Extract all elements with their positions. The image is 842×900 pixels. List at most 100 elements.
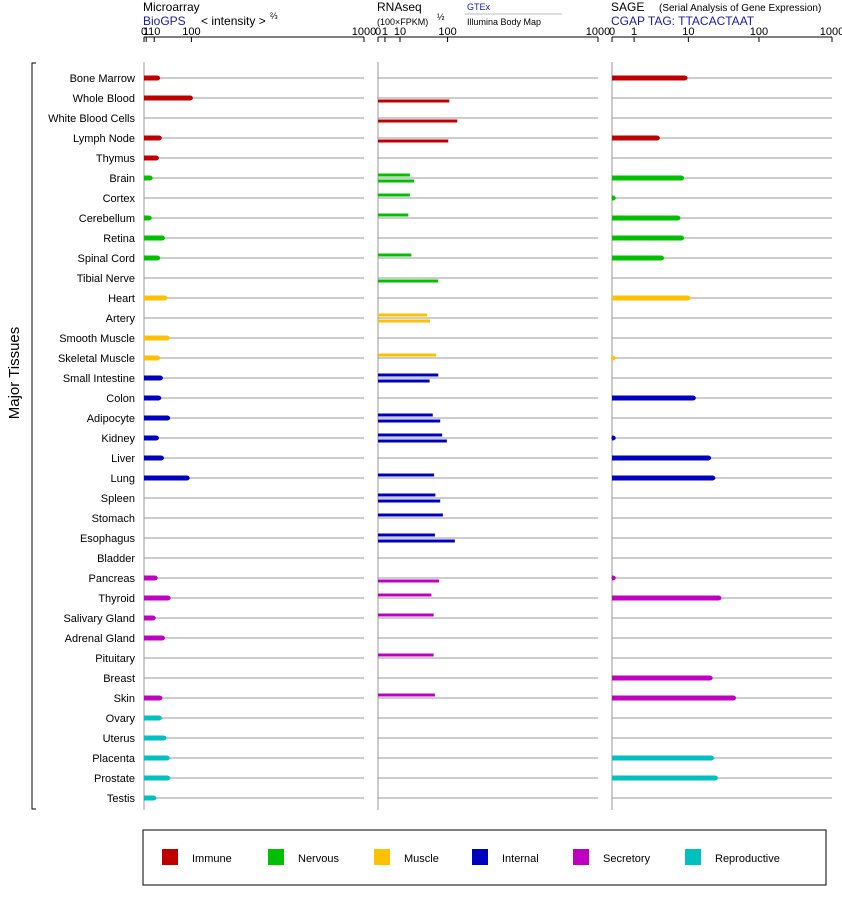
bar-end-cap [153, 575, 158, 581]
bar-end-cap [151, 615, 156, 621]
tissue-labels: Bone Marrow Whole Blood White Blood Cells L… [48, 73, 136, 805]
tissue-label: Breast [103, 673, 135, 685]
tissue-label: Liver [111, 453, 135, 465]
bar-end-cap [147, 215, 152, 221]
tissue-label: White Blood Cells [48, 113, 135, 125]
x-tick-label: 1000 [352, 26, 376, 38]
bar-end-cap [711, 475, 716, 481]
bar-end-cap [156, 395, 162, 401]
bar-end-cap [185, 475, 190, 481]
x-tick-label: 10 [394, 26, 406, 38]
tissue-label: Spleen [101, 493, 135, 505]
legend-label-reproductive: Reproductive [715, 853, 780, 865]
tissue-label: Small Intestine [63, 373, 135, 385]
legend-swatch-internal [472, 849, 488, 865]
legend-swatch-immune [162, 849, 178, 865]
x-tick-label: 1000 [586, 26, 610, 38]
bar-end-cap [154, 155, 159, 161]
bar-end-cap [152, 795, 157, 801]
bar-end-cap [157, 135, 162, 141]
bar-end-cap [611, 195, 616, 201]
tissue-label: Cortex [103, 193, 136, 205]
sage-header: SAGE (Serial Analysis of Gene Expression… [611, 0, 821, 28]
legend-label-immune: Immune [192, 853, 232, 865]
bar-end-cap [163, 295, 168, 301]
bar-end-cap [160, 235, 166, 241]
sage-tag: CGAP TAG: TTACACTAAT [611, 14, 755, 28]
tissue-label: Adipocyte [87, 413, 135, 425]
tissue-label: Artery [106, 313, 136, 325]
tissue-label: Placenta [92, 753, 136, 765]
tissue-label: Spinal Cord [78, 253, 135, 265]
rnaseq-header: RNAseq (100×FPKM) ½ GTEx Illumina Body M… [377, 0, 562, 27]
tissue-label: Lymph Node [73, 133, 135, 145]
tissue-label: Salivary Gland [63, 613, 135, 625]
bar-end-cap [148, 175, 153, 181]
tissue-label: Skin [114, 693, 135, 705]
bar-end-cap [679, 235, 685, 241]
bar-end-cap [731, 695, 737, 701]
tissue-label: Thyroid [98, 593, 135, 605]
bar-end-cap [155, 255, 161, 261]
rnaseq-title: RNAseq [377, 0, 422, 14]
tissue-label: Lung [111, 473, 135, 485]
tissue-label: Pituitary [95, 653, 135, 665]
bar-end-cap [686, 295, 691, 301]
x-tick-label: 10 [682, 26, 694, 38]
legend: Immune Nervous Muscle Internal Secretory Repr… [162, 849, 780, 865]
tissue-label: Heart [108, 293, 135, 305]
tissue-label: Cerebellum [79, 213, 135, 225]
legend-swatch-muscle [374, 849, 390, 865]
tissue-label: Pancreas [89, 573, 136, 585]
tissue-label: Kidney [101, 433, 135, 445]
bar-end-cap [154, 435, 159, 441]
microarray-source: BioGPS [143, 14, 186, 28]
bar-end-cap [611, 355, 616, 361]
legend-swatch-nervous [268, 849, 284, 865]
legend-swatch-reproductive [685, 849, 701, 865]
tissue-label: Colon [106, 393, 135, 405]
x-tick-label: 0 [375, 26, 381, 38]
tissue-label: Testis [107, 793, 136, 805]
bar-end-cap [155, 355, 161, 361]
microarray-header: Microarray BioGPS < intensity > ⅔ [143, 0, 278, 28]
bar-end-cap [611, 575, 616, 581]
bar-end-cap [709, 755, 715, 761]
x-tick-label: 1 [631, 26, 637, 38]
bar-end-cap [162, 735, 167, 741]
tissue-label: Skeletal Muscle [58, 353, 135, 365]
y-axis-bracket [31, 62, 36, 810]
microarray-unit: < intensity > [201, 14, 266, 28]
panel-2: 0 1 10 100 1000 [609, 26, 842, 810]
x-tick-label: 1000 [820, 26, 842, 38]
tissue-label: Prostate [94, 773, 135, 785]
legend-label-nervous: Nervous [298, 853, 339, 865]
rnaseq-source-bodymap: Illumina Body Map [467, 17, 541, 27]
tissue-label: Whole Blood [73, 93, 135, 105]
x-tick-label: 1 [143, 26, 149, 38]
tissue-label: Ovary [106, 713, 136, 725]
bar-end-cap [713, 775, 718, 781]
tissue-label: Bone Marrow [70, 73, 135, 85]
x-tick-label: 1 [382, 26, 388, 38]
rnaseq-unit: (100×FPKM) [377, 17, 428, 27]
bar-end-cap [708, 675, 713, 681]
sage-subtitle: (Serial Analysis of Gene Expression) [659, 3, 821, 14]
sage-title: SAGE [611, 0, 644, 14]
bar-end-cap [679, 175, 685, 181]
tissue-label: Stomach [92, 513, 135, 525]
microarray-unit-exponent: ⅔ [270, 11, 278, 21]
bar-end-cap [655, 135, 660, 141]
bar-end-cap [188, 95, 193, 101]
bar-end-cap [165, 415, 171, 421]
bar-end-cap [706, 455, 712, 461]
bar-end-cap [157, 715, 162, 721]
x-tick-label: 100 [438, 26, 456, 38]
bar-end-cap [159, 455, 164, 461]
tissue-label: Brain [109, 173, 135, 185]
legend-label-secretory: Secretory [603, 853, 651, 865]
bar-end-cap [691, 395, 696, 401]
microarray-title: Microarray [143, 0, 200, 14]
